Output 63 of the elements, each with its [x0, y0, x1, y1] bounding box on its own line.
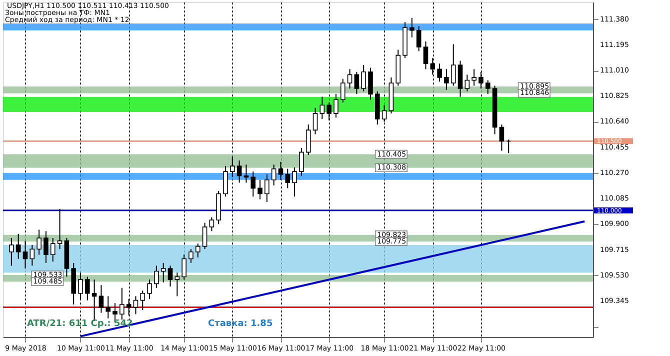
candlestick: [223, 166, 228, 197]
candlestick: [306, 124, 311, 156]
candlestick: [264, 174, 270, 203]
candlestick: [278, 161, 284, 180]
candlestick: [464, 74, 470, 92]
candlestick: [44, 230, 48, 264]
candlestick: [285, 168, 290, 189]
candlestick: [120, 287, 124, 320]
candlestick: [326, 102, 332, 121]
candlestick: [50, 238, 56, 262]
candlestick: [450, 44, 456, 86]
candlestick: [340, 78, 346, 103]
candlestick: [98, 284, 104, 314]
candlestick: [9, 238, 14, 266]
candlestick: [472, 68, 476, 86]
candlestick: [57, 208, 62, 250]
candlestick: [437, 63, 442, 82]
candlestick: [347, 68, 352, 90]
candlestick: [168, 265, 173, 287]
candlestick: [299, 148, 304, 176]
candlestick: [188, 248, 194, 264]
candlestick: [271, 164, 276, 186]
candlestick: [416, 26, 422, 52]
candlestick: [292, 166, 297, 197]
candlestick: [444, 68, 449, 90]
candlestick: [133, 296, 138, 315]
candlestick: [160, 262, 166, 283]
candlestick: [195, 243, 200, 258]
candlestick: [140, 290, 146, 311]
candlestick: [230, 156, 235, 178]
candlestick: [485, 80, 490, 95]
candlestick: [16, 233, 21, 260]
candlestick: [236, 160, 242, 184]
candlestick: [85, 276, 90, 301]
candlestick: [423, 40, 428, 70]
candlestick: [250, 171, 256, 197]
candlestick: [478, 71, 484, 90]
candlestick: [382, 104, 387, 122]
candlestick: [22, 240, 28, 269]
candlestick: [410, 17, 414, 38]
candlestick: [36, 229, 42, 256]
candlestick: [368, 67, 373, 100]
candlestick: [106, 296, 111, 319]
candlestick: [430, 58, 436, 76]
candlestick: [209, 216, 214, 232]
candlestick: [361, 64, 366, 92]
candlestick: [202, 222, 208, 250]
candlestick: [258, 179, 262, 200]
candlestick: [174, 272, 180, 297]
candlestick: [312, 107, 318, 135]
candlestick: [147, 279, 152, 300]
candlestick: [78, 272, 83, 300]
candlestick: [244, 164, 249, 184]
candlestick: [154, 265, 159, 288]
candlestick: [499, 124, 504, 152]
candlestick: [182, 254, 186, 280]
candlestick: [354, 71, 360, 95]
candlestick: [126, 298, 132, 316]
candlestick: [30, 244, 35, 266]
candlestick: [458, 60, 463, 98]
annotation: Ставка: 1.85: [208, 319, 273, 329]
candlestick: [320, 96, 325, 120]
candlestick: [334, 94, 338, 118]
